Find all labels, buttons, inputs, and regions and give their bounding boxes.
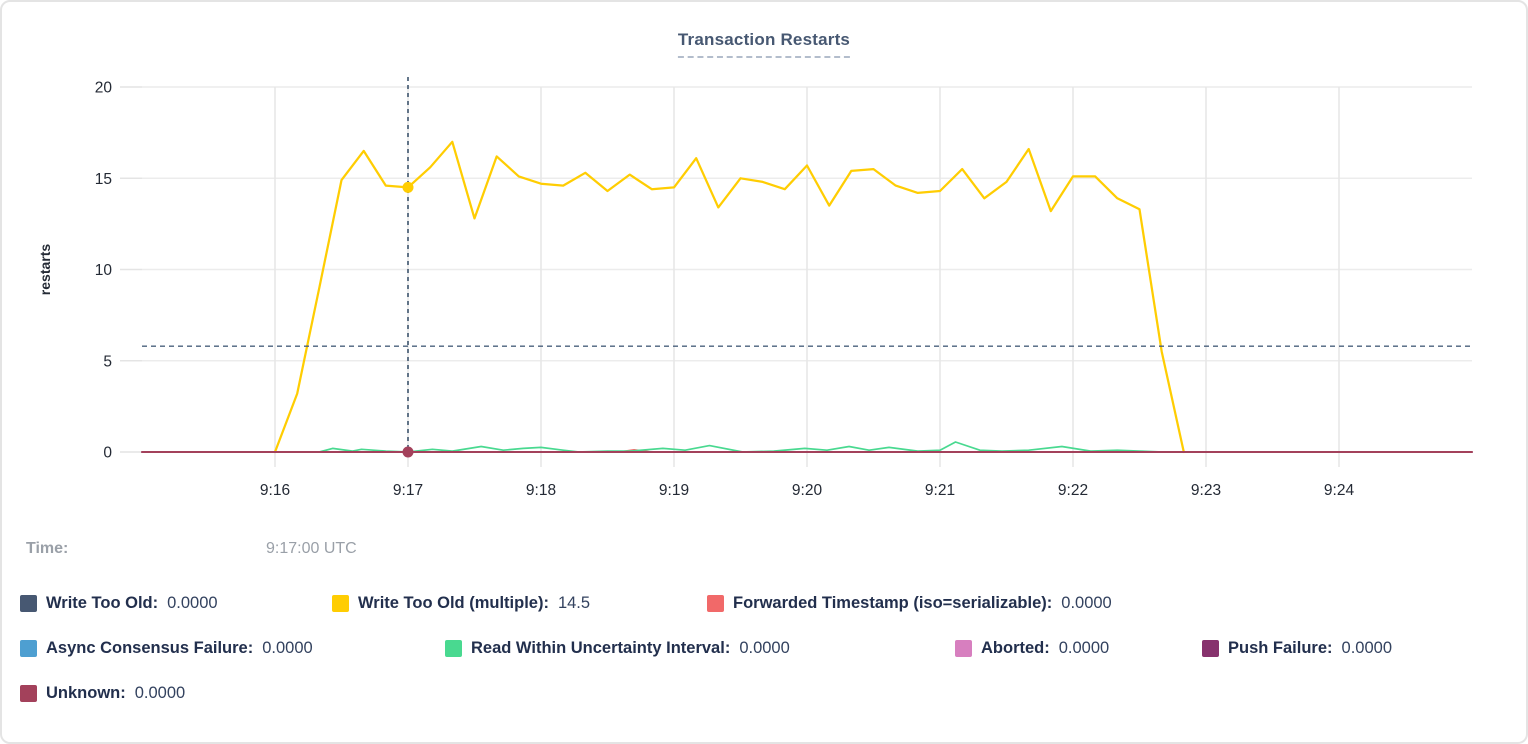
legend-item-read-within-uncertainty: Read Within Uncertainty Interval: 0.0000 xyxy=(445,637,790,659)
y-tick-label: 20 xyxy=(95,80,113,97)
hover-time-label: Time: xyxy=(26,540,69,557)
legend-label: Forwarded Timestamp (iso=serializable): xyxy=(733,593,1053,612)
legend-item-unknown: Unknown: 0.0000 xyxy=(20,682,185,704)
legend-item-write-too-old-multiple: Write Too Old (multiple): 14.5 xyxy=(332,592,590,614)
legend-label: Write Too Old (multiple): xyxy=(358,593,549,612)
legend-item-forwarded-timestamp: Forwarded Timestamp (iso=serializable): … xyxy=(707,592,1112,614)
legend-value: 0.0000 xyxy=(739,638,790,657)
x-tick-label: 9:22 xyxy=(1058,482,1088,499)
legend-label: Aborted: xyxy=(981,638,1050,657)
x-tick-label: 9:23 xyxy=(1191,482,1221,499)
x-tick-label: 9:19 xyxy=(659,482,689,499)
legend-swatch-forwarded-timestamp xyxy=(707,594,724,612)
legend-item-push-failure: Push Failure: 0.0000 xyxy=(1202,637,1392,659)
crosshair-dot xyxy=(402,181,414,193)
series-line xyxy=(273,140,1185,454)
x-tick-label: 9:24 xyxy=(1324,482,1355,499)
legend-value: 0.0000 xyxy=(167,593,218,612)
legend-value: 0.0000 xyxy=(134,683,186,702)
legend-value: 0.0000 xyxy=(1341,638,1392,657)
legend-value: 14.5 xyxy=(557,593,591,612)
y-tick-label: 10 xyxy=(95,262,113,279)
legend-swatch-aborted xyxy=(955,639,972,657)
legend-value: 0.0000 xyxy=(1058,638,1110,657)
hover-time-row: Time: 9:17:00 UTC xyxy=(2,540,1526,562)
x-tick-label: 9:17 xyxy=(393,482,423,499)
legend-value: 0.0000 xyxy=(1061,593,1112,612)
legend-label: Unknown: xyxy=(46,683,126,702)
y-tick-label: 0 xyxy=(103,445,112,462)
legend-swatch-read-within-uncertainty xyxy=(445,639,462,657)
legend-label: Async Consensus Failure: xyxy=(46,638,254,657)
chart-title[interactable]: Transaction Restarts xyxy=(677,30,851,58)
legend-item-write-too-old: Write Too Old: 0.0000 xyxy=(20,592,218,614)
crosshair-dot xyxy=(402,446,414,458)
legend-label: Write Too Old: xyxy=(46,593,159,612)
x-tick-label: 9:21 xyxy=(925,482,955,499)
series-line xyxy=(318,441,1340,453)
legend-swatch-write-too-old xyxy=(20,594,37,612)
y-tick-label: 15 xyxy=(95,171,112,188)
x-tick-label: 9:16 xyxy=(260,482,290,499)
x-tick-label: 9:18 xyxy=(526,482,556,499)
chart-svg[interactable]: 0 5 10 15 20 9:16 9:17 9:18 9:19 9:20 9:21 9:22 9:23… xyxy=(2,2,1528,532)
hover-time-value: 9:17:00 UTC xyxy=(266,540,357,557)
legend-item-async-consensus-failure: Async Consensus Failure: 0.0000 xyxy=(20,637,313,659)
legend-item-aborted: Aborted: 0.0000 xyxy=(955,637,1109,659)
y-axis-label: restarts xyxy=(37,244,53,296)
legend-swatch-push-failure xyxy=(1202,639,1219,657)
y-tick-label: 5 xyxy=(103,353,112,370)
legend-swatch-write-too-old-multiple xyxy=(332,594,349,612)
legend-label: Push Failure: xyxy=(1228,638,1333,657)
legend-value: 0.0000 xyxy=(262,638,313,657)
x-tick-label: 9:20 xyxy=(792,482,823,499)
legend-swatch-async-consensus-failure xyxy=(20,639,37,657)
legend-swatch-unknown xyxy=(20,684,37,702)
legend-label: Read Within Uncertainty Interval: xyxy=(471,638,731,657)
